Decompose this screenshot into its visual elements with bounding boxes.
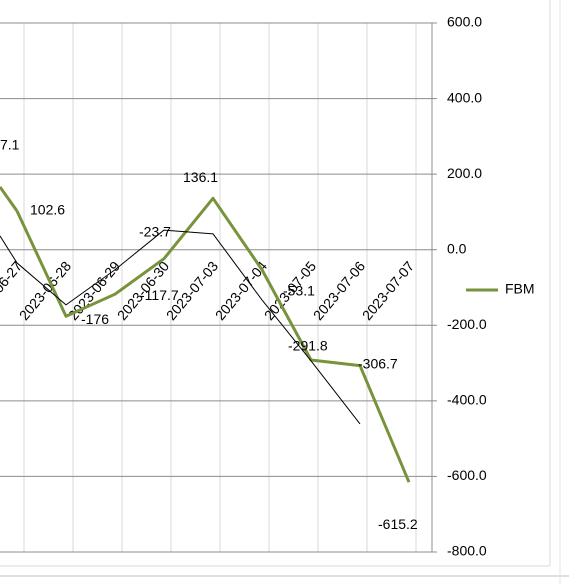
data-label: -176 <box>81 311 109 327</box>
data-label: -615.2 <box>378 516 418 532</box>
y-tick-label: 0.0 <box>447 240 467 256</box>
y-tick-label: 400.0 <box>447 89 482 105</box>
data-label: 102.6 <box>30 202 65 218</box>
y-tick-label: 600.0 <box>447 14 482 30</box>
y-tick-label: -800.0 <box>447 543 487 559</box>
clipped-data-label: 7.1 <box>0 137 20 153</box>
series-line-lead <box>0 235 18 264</box>
y-tick-label: -600.0 <box>447 467 487 483</box>
data-label: 136.1 <box>183 169 218 185</box>
series-line <box>15 196 411 483</box>
series-line-lead <box>0 186 19 212</box>
data-label: -53.1 <box>283 282 315 298</box>
data-label: -23.7 <box>139 223 171 239</box>
y-tick-label: -400.0 <box>447 392 487 408</box>
legend-label: FBM <box>505 281 535 297</box>
y-tick-label: 200.0 <box>447 165 482 181</box>
data-label: -117.7 <box>140 287 179 303</box>
data-label: -306.7 <box>358 355 398 371</box>
data-label: -291.8 <box>288 338 328 354</box>
series-line <box>16 229 361 425</box>
y-tick-label: -200.0 <box>447 316 487 332</box>
